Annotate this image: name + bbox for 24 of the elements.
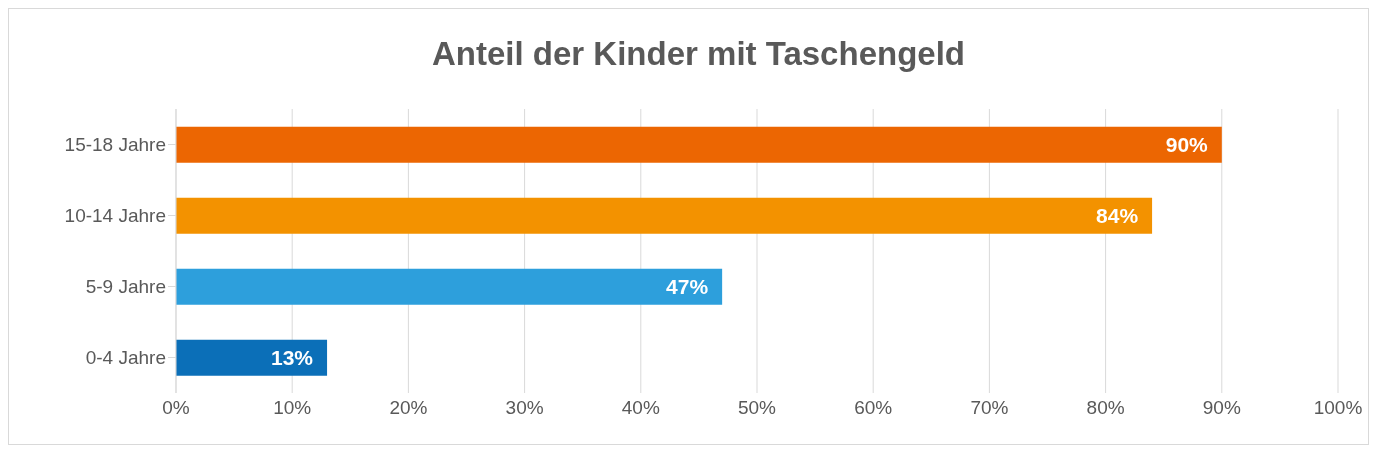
data-label: 90%: [1165, 133, 1209, 157]
bar: [176, 268, 723, 305]
y-tick-label: 5-9 Jahre: [85, 276, 166, 298]
data-label: 84%: [1096, 204, 1139, 228]
x-tick-label: 60%: [854, 397, 893, 419]
x-tick-label: 0%: [162, 397, 190, 419]
bar: [176, 197, 1153, 234]
x-tick-label: 30%: [505, 397, 544, 419]
data-label: 13%: [271, 346, 314, 370]
x-tick-label: 80%: [1086, 397, 1125, 419]
x-tick-label: 100%: [1313, 397, 1363, 419]
y-tick-label: 0-4 Jahre: [85, 347, 166, 369]
y-tick-label: 15-18 Jahre: [64, 134, 166, 156]
bar: [176, 126, 1222, 163]
x-tick-label: 70%: [970, 397, 1009, 419]
x-tick-label: 20%: [389, 397, 428, 419]
y-tick-label: 10-14 Jahre: [64, 205, 166, 227]
bar: [176, 339, 328, 376]
data-label: 47%: [666, 275, 709, 299]
x-tick-label: 10%: [273, 397, 312, 419]
x-tick-label: 90%: [1202, 397, 1241, 419]
x-tick-label: 50%: [737, 397, 777, 419]
x-tick-label: 40%: [621, 397, 660, 419]
chart-title: Anteil der Kinder mit Taschengeld: [431, 34, 966, 72]
